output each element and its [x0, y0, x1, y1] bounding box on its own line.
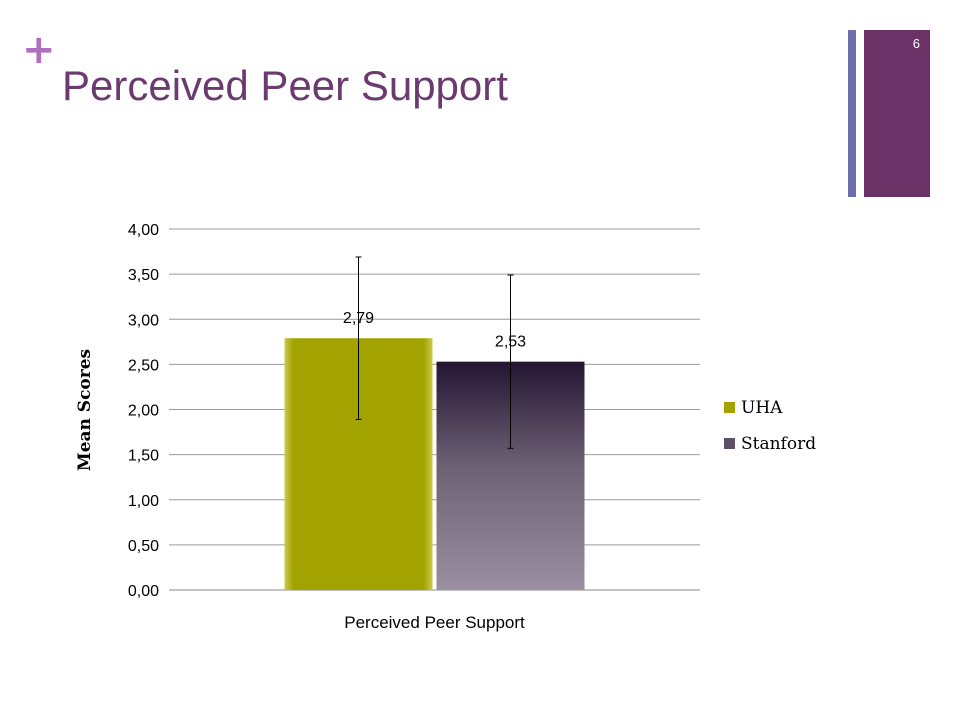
- legend-swatch: [724, 438, 735, 449]
- grid-lines: [169, 228, 700, 591]
- y-tick-label: 4,00: [128, 222, 159, 239]
- plus-icon: +: [22, 27, 56, 73]
- y-tick-label: 0,50: [128, 538, 159, 555]
- legend-swatch: [724, 402, 735, 413]
- slide-number: 6: [912, 36, 920, 51]
- y-tick-label: 1,00: [128, 493, 159, 510]
- slide-title: Perceived Peer Support: [62, 62, 508, 109]
- data-label: 2,53: [495, 334, 526, 351]
- bars: [284, 338, 585, 590]
- data-labels: 2,79 2,53: [343, 310, 526, 350]
- y-tick-label: 1,50: [128, 448, 159, 465]
- y-tick-label: 3,50: [128, 267, 159, 284]
- y-tick-label: 3,00: [128, 312, 159, 329]
- data-label: 2,79: [343, 310, 374, 327]
- y-tick-label: 2,50: [128, 357, 159, 374]
- legend-label: Stanford: [741, 434, 816, 454]
- y-tick-label: 2,00: [128, 403, 159, 420]
- y-tick-label: 0,00: [128, 583, 159, 600]
- legend-label: UHA: [741, 398, 783, 418]
- y-tick-labels: 0,00 0,50 1,00 1,50 2,00 2,50 3,00 3,50 4,00: [128, 222, 159, 600]
- legend: UHA Stanford: [724, 398, 816, 454]
- accent-stripe-thin: [848, 30, 856, 197]
- x-category-label: Perceived Peer Support: [344, 613, 525, 632]
- error-bars: [355, 256, 514, 449]
- y-axis-label: Mean Scores: [75, 349, 95, 471]
- accent-stripe-thick: [864, 30, 930, 197]
